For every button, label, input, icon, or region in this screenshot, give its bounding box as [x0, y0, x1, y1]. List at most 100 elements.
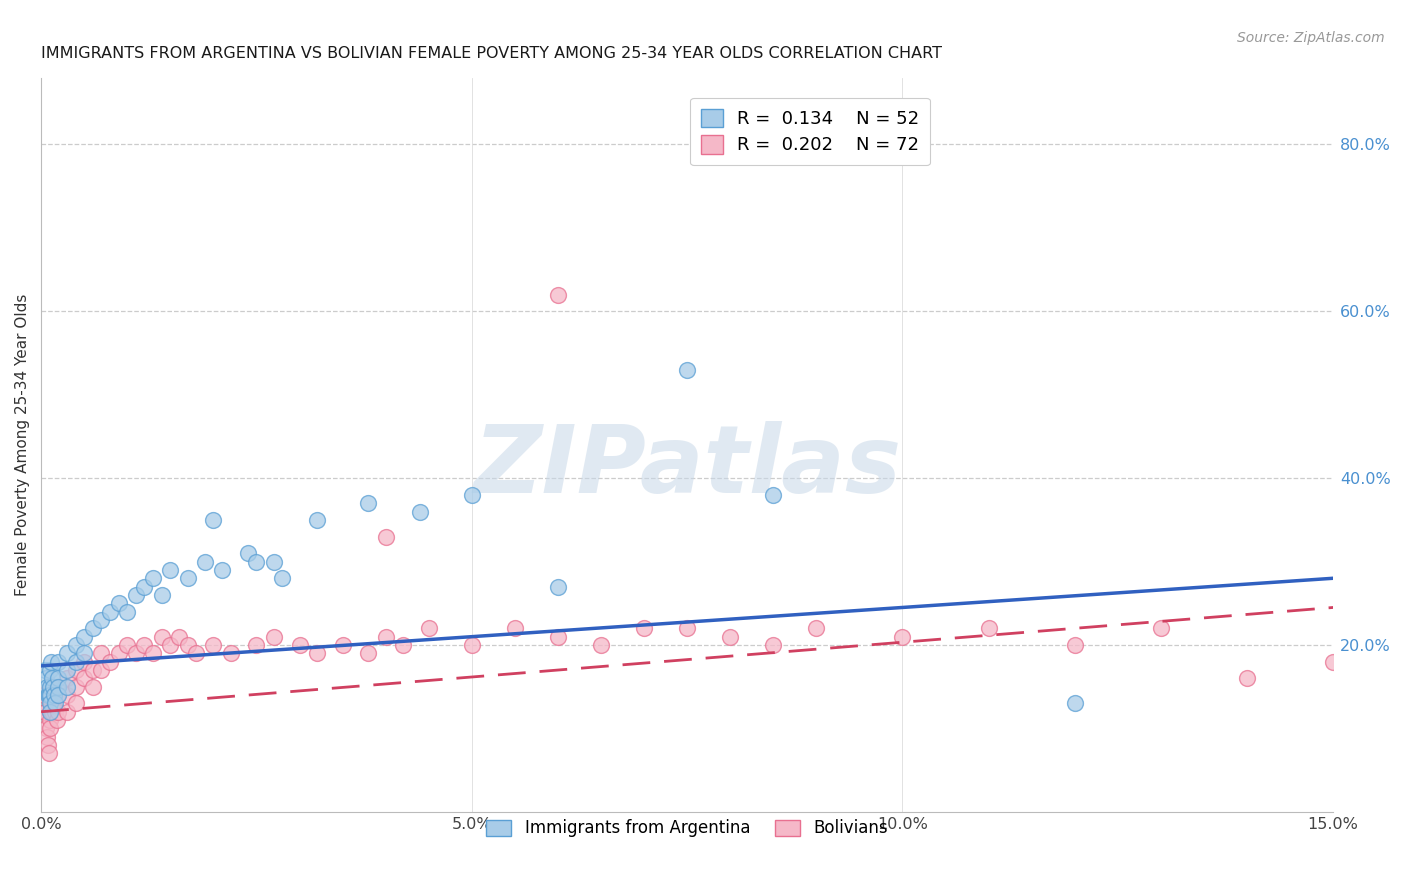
Point: [56, 680, 79, 694]
Point: [56, 705, 79, 719]
Point: [65, 638, 87, 652]
Point: [357, 646, 380, 660]
Point: [134, 580, 156, 594]
Point: [1063, 638, 1085, 652]
Point: [263, 630, 285, 644]
Point: [150, 630, 173, 644]
Point: [409, 504, 432, 518]
Point: [34, 705, 56, 719]
Point: [503, 621, 526, 635]
Point: [42, 680, 65, 694]
Point: [977, 621, 1000, 635]
Point: [202, 638, 225, 652]
Point: [374, 530, 396, 544]
Point: [41, 672, 63, 686]
Point: [35, 672, 58, 686]
Point: [107, 596, 129, 610]
Point: [142, 646, 165, 660]
Point: [46, 688, 69, 702]
Point: [56, 663, 79, 677]
Point: [38, 697, 60, 711]
Point: [762, 488, 785, 502]
Point: [44, 705, 66, 719]
Point: [41, 697, 63, 711]
Point: [38, 688, 60, 702]
Point: [245, 555, 267, 569]
Point: [186, 646, 208, 660]
Point: [46, 705, 69, 719]
Point: [245, 638, 267, 652]
Point: [41, 655, 63, 669]
Point: [38, 688, 60, 702]
Point: [37, 730, 59, 744]
Point: [90, 613, 112, 627]
Point: [461, 638, 484, 652]
Point: [38, 713, 60, 727]
Point: [42, 688, 65, 702]
Point: [547, 287, 569, 301]
Point: [82, 663, 104, 677]
Text: Source: ZipAtlas.com: Source: ZipAtlas.com: [1237, 31, 1385, 45]
Point: [305, 646, 328, 660]
Point: [1236, 672, 1258, 686]
Point: [332, 638, 354, 652]
Point: [73, 630, 96, 644]
Point: [65, 680, 87, 694]
Point: [357, 496, 380, 510]
Text: ZIPatlas: ZIPatlas: [472, 421, 901, 513]
Point: [37, 738, 59, 752]
Point: [38, 705, 60, 719]
Point: [65, 655, 87, 669]
Point: [73, 646, 96, 660]
Text: IMMIGRANTS FROM ARGENTINA VS BOLIVIAN FEMALE POVERTY AMONG 25-34 YEAR OLDS CORRE: IMMIGRANTS FROM ARGENTINA VS BOLIVIAN FE…: [41, 46, 942, 62]
Point: [461, 488, 484, 502]
Point: [38, 688, 60, 702]
Point: [34, 705, 56, 719]
Point: [159, 638, 181, 652]
Point: [38, 722, 60, 736]
Point: [42, 688, 65, 702]
Point: [56, 672, 79, 686]
Point: [98, 605, 121, 619]
Point: [392, 638, 415, 652]
Point: [167, 630, 190, 644]
Point: [676, 362, 699, 376]
Y-axis label: Female Poverty Among 25-34 Year Olds: Female Poverty Among 25-34 Year Olds: [15, 293, 30, 596]
Point: [418, 621, 440, 635]
Point: [134, 638, 156, 652]
Point: [56, 646, 79, 660]
Point: [38, 663, 60, 677]
Point: [46, 688, 69, 702]
Point: [38, 680, 60, 694]
Point: [56, 688, 79, 702]
Point: [90, 663, 112, 677]
Point: [46, 655, 69, 669]
Point: [806, 621, 828, 635]
Point: [125, 646, 148, 660]
Point: [37, 680, 59, 694]
Point: [65, 663, 87, 677]
Point: [1063, 697, 1085, 711]
Point: [38, 680, 60, 694]
Point: [762, 638, 785, 652]
Point: [82, 621, 104, 635]
Point: [219, 646, 242, 660]
Point: [73, 655, 96, 669]
Point: [159, 563, 181, 577]
Point: [37, 688, 59, 702]
Point: [65, 697, 87, 711]
Point: [46, 672, 69, 686]
Point: [176, 571, 198, 585]
Point: [194, 555, 217, 569]
Point: [46, 680, 69, 694]
Point: [150, 588, 173, 602]
Legend: Immigrants from Argentina, Bolivians: Immigrants from Argentina, Bolivians: [479, 813, 894, 844]
Point: [38, 705, 60, 719]
Point: [73, 672, 96, 686]
Point: [32, 688, 55, 702]
Point: [41, 705, 63, 719]
Point: [676, 621, 699, 635]
Point: [125, 588, 148, 602]
Point: [202, 513, 225, 527]
Point: [547, 580, 569, 594]
